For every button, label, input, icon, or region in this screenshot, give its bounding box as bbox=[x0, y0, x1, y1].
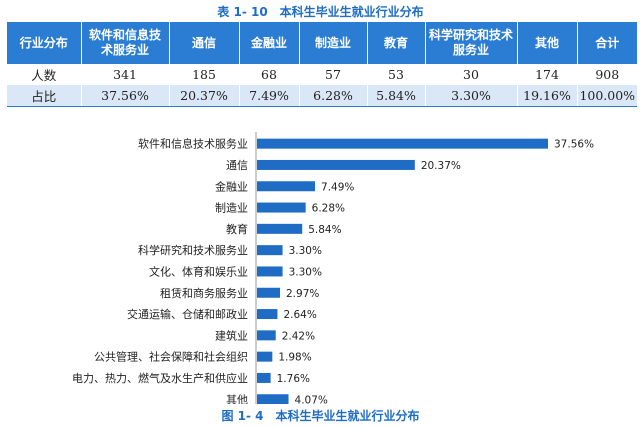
category-label: 制造业 bbox=[215, 201, 248, 215]
bar bbox=[257, 372, 271, 383]
header-cell: 其他 bbox=[517, 22, 578, 64]
table-cell: 3.30% bbox=[425, 85, 518, 107]
table-cell: 185 bbox=[169, 64, 240, 85]
category-label: 文化、体育和娱乐业 bbox=[149, 264, 248, 278]
table-cell: 341 bbox=[81, 64, 170, 85]
category-label: 教育 bbox=[226, 222, 248, 236]
table-cell: 908 bbox=[577, 64, 637, 85]
table-header-row: 行业分布 软件和信息技术服务业 通信 金融业 制造业 教育 科学研究和技术服务业… bbox=[7, 22, 637, 64]
table-caption: 表 1- 10 本科生毕业生就业行业分布 bbox=[217, 5, 424, 19]
table-cell: 人数 bbox=[7, 64, 82, 85]
header-cell: 金融业 bbox=[239, 22, 300, 64]
table-cell: 占比 bbox=[7, 85, 82, 107]
table-cell: 6.28% bbox=[299, 85, 368, 107]
table-row: 占比 37.56% 20.37% 7.49% 6.28% 5.84% 3.30%… bbox=[7, 85, 637, 107]
table-cell: 20.37% bbox=[169, 85, 240, 107]
data-label: 1.98% bbox=[278, 352, 311, 364]
bar bbox=[257, 159, 415, 170]
header-cell: 软件和信息技术服务业 bbox=[81, 22, 170, 64]
table-cell: 100.00% bbox=[577, 85, 637, 107]
data-label: 2.64% bbox=[283, 309, 316, 321]
bar bbox=[257, 309, 278, 320]
category-label: 金融业 bbox=[215, 179, 248, 193]
category-label: 软件和信息技术服务业 bbox=[138, 137, 248, 151]
header-cell: 科学研究和技术服务业 bbox=[425, 22, 518, 64]
table-cell: 5.84% bbox=[367, 85, 426, 107]
category-label: 公共管理、社会保障和社会组织 bbox=[94, 350, 248, 364]
category-label: 其他 bbox=[226, 393, 248, 404]
figure-caption: 图 1- 4 本科生毕业生就业行业分布 bbox=[221, 409, 420, 423]
header-cell: 制造业 bbox=[299, 22, 368, 64]
bar bbox=[257, 287, 281, 298]
bar bbox=[257, 181, 316, 192]
bar bbox=[257, 245, 283, 256]
table-cell: 19.16% bbox=[517, 85, 578, 107]
bar bbox=[257, 351, 273, 362]
bar bbox=[257, 394, 289, 404]
table-cell: 7.49% bbox=[239, 85, 300, 107]
category-label: 交通运输、仓储和邮政业 bbox=[127, 307, 248, 321]
bar bbox=[257, 138, 548, 149]
bar bbox=[257, 223, 303, 234]
category-label: 通信 bbox=[226, 159, 248, 172]
bar bbox=[257, 266, 283, 277]
category-label: 租赁和商务服务业 bbox=[160, 286, 248, 300]
header-cell: 通信 bbox=[169, 22, 240, 64]
table-cell: 68 bbox=[239, 64, 300, 85]
bar bbox=[257, 202, 306, 213]
bar bbox=[257, 330, 276, 341]
data-label: 4.07% bbox=[295, 394, 328, 404]
data-label: 6.28% bbox=[312, 203, 345, 215]
table-row: 人数 341 185 68 57 53 30 174 908 bbox=[7, 64, 637, 85]
data-label: 5.84% bbox=[308, 224, 341, 236]
data-label: 20.37% bbox=[421, 160, 461, 172]
data-label: 2.42% bbox=[282, 330, 315, 342]
header-cell: 合计 bbox=[577, 22, 637, 64]
industry-bar-chart: 软件和信息技术服务业 37.56% 通信 20.37% 金融业 7.49% 制造业 6.28%… bbox=[72, 132, 594, 404]
category-label: 建筑业 bbox=[215, 328, 248, 342]
table-cell: 53 bbox=[367, 64, 426, 85]
table-cell: 37.56% bbox=[81, 85, 170, 107]
table-cell: 30 bbox=[425, 64, 518, 85]
category-label: 科学研究和技术服务业 bbox=[138, 243, 248, 257]
industry-distribution-table: 行业分布 软件和信息技术服务业 通信 金融业 制造业 教育 科学研究和技术服务业… bbox=[7, 22, 637, 107]
data-label: 1.76% bbox=[277, 373, 310, 385]
data-label: 3.30% bbox=[289, 245, 322, 257]
data-label: 3.30% bbox=[289, 266, 322, 278]
data-label: 2.97% bbox=[286, 288, 319, 300]
category-label: 电力、热力、燃气及水生产和供应业 bbox=[72, 371, 248, 385]
table-cell: 57 bbox=[299, 64, 368, 85]
data-label: 7.49% bbox=[321, 181, 354, 193]
header-cell: 行业分布 bbox=[7, 22, 82, 64]
data-label: 37.56% bbox=[554, 139, 594, 151]
header-cell: 教育 bbox=[367, 22, 426, 64]
table-cell: 174 bbox=[517, 64, 578, 85]
